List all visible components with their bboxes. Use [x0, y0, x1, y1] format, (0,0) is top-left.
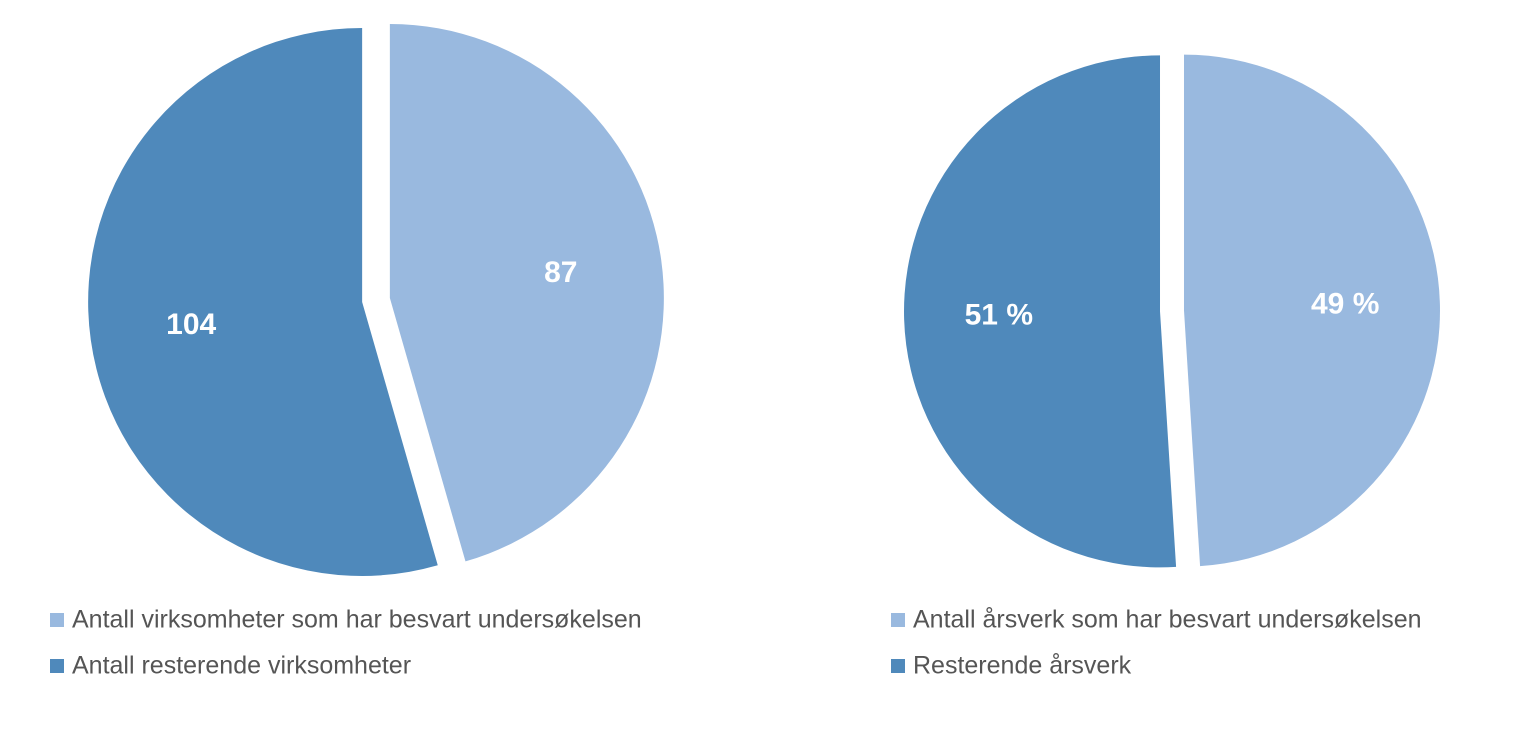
pie-slice [88, 27, 438, 576]
legend-label: Antall resterende virksomheter [72, 652, 411, 680]
legend-swatch [891, 613, 905, 627]
pie-slice [1183, 54, 1440, 567]
data-label: 87 [544, 256, 577, 289]
data-label: 104 [166, 308, 216, 341]
legend-swatch [50, 659, 64, 673]
legend-label: Antall virksomheter som har besvart unde… [72, 606, 642, 634]
pie-slice [904, 55, 1177, 568]
legend-swatch [50, 613, 64, 627]
data-label: 49 % [1311, 287, 1379, 320]
legend-label: Antall årsverk som har besvart undersøke… [913, 606, 1422, 634]
legend-label: Resterende årsverk [913, 652, 1132, 680]
legend-swatch [891, 659, 905, 673]
data-label: 51 % [965, 298, 1033, 331]
pie-slice [389, 24, 664, 562]
